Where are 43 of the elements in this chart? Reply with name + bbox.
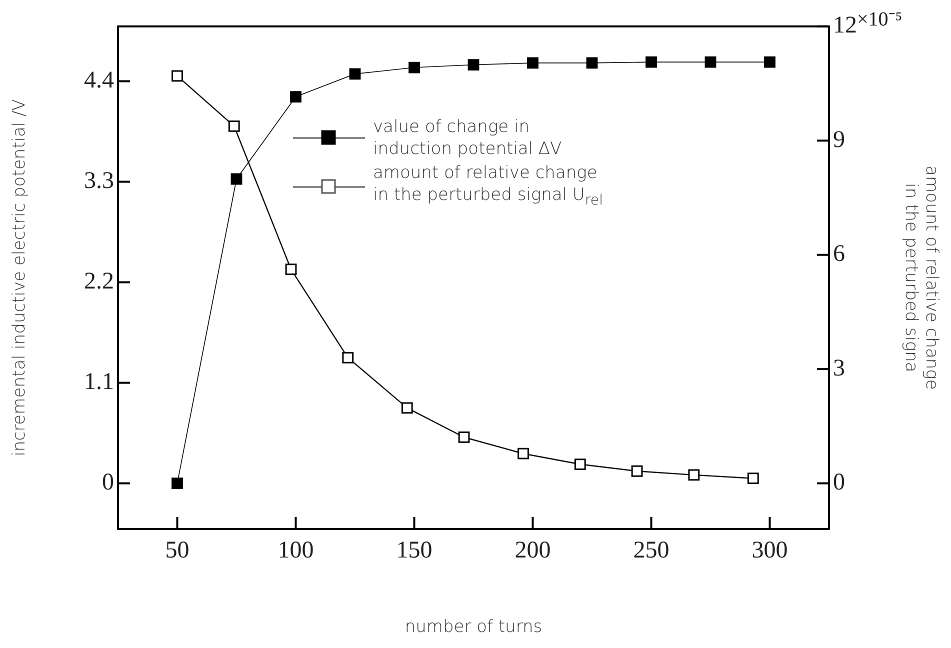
y-tick-label: 1.1	[84, 369, 114, 396]
y-axis-title: incremental inductive electric potential /V	[10, 98, 30, 456]
x-tick-label: 250	[633, 538, 670, 564]
point	[342, 352, 354, 364]
point	[518, 448, 529, 460]
point	[747, 472, 759, 484]
point	[285, 264, 297, 276]
y2-axis-title: amount of relative change in the perturbed signa	[900, 166, 942, 390]
point	[646, 56, 657, 68]
y2-tick-label: 6	[833, 241, 845, 268]
y-tick-label: 2.2	[84, 268, 114, 295]
y-tick-label: 4.4	[84, 68, 114, 94]
y2-tick-label: 3	[833, 355, 845, 382]
point	[527, 57, 538, 69]
x-tick-label: 100	[278, 538, 314, 564]
y-tick-label: 0	[102, 470, 114, 496]
x-axis-title: number of turns	[404, 617, 542, 638]
point	[468, 59, 480, 70]
point	[408, 62, 420, 74]
point	[631, 465, 643, 477]
y-tick-label: 3.3	[84, 168, 114, 194]
point	[290, 91, 302, 102]
point	[704, 56, 716, 68]
point	[574, 458, 586, 470]
x-tick-label: 50	[165, 538, 190, 564]
x-tick-label: 200	[514, 538, 551, 564]
text: ×10⁻⁵	[857, 8, 902, 31]
y2-tick-label: 0	[833, 470, 845, 496]
y2-tick-label: 9	[833, 126, 845, 153]
point	[172, 478, 183, 490]
point	[688, 469, 700, 481]
point	[764, 56, 776, 68]
y2-tick-label: 12	[833, 12, 857, 39]
x-tick-label: 300	[752, 538, 788, 564]
point	[458, 432, 470, 443]
point	[401, 402, 413, 414]
point	[172, 70, 183, 82]
point	[230, 173, 242, 185]
point	[586, 57, 598, 69]
x-tick-label: 150	[396, 538, 432, 564]
point	[228, 120, 240, 132]
point	[349, 68, 361, 80]
legend-label: amount of relative change in the perturbed signal U$_{rel}$	[373, 162, 604, 210]
